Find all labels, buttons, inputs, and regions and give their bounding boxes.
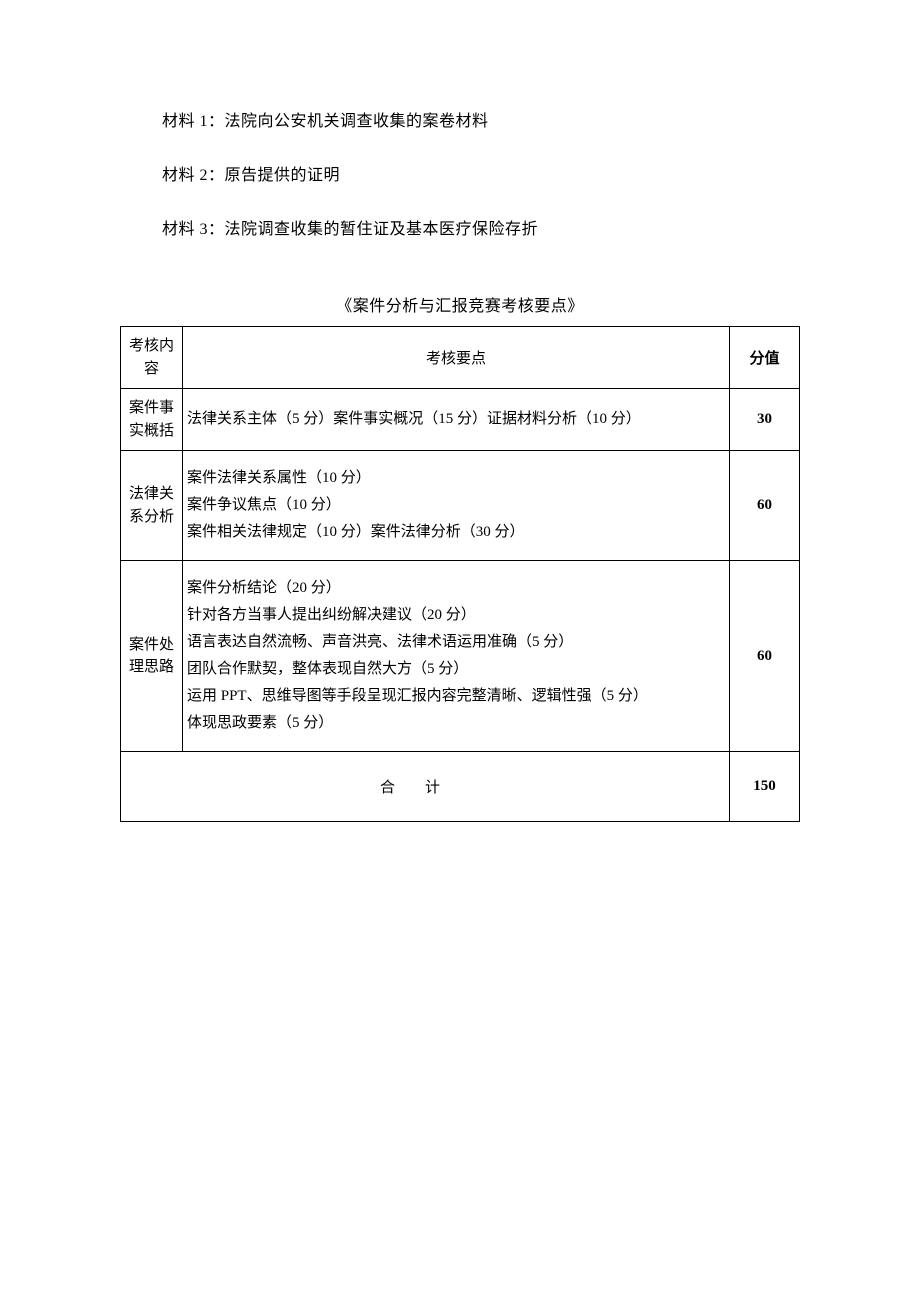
table-title: 《案件分析与汇报竞赛考核要点》 <box>120 292 800 316</box>
table-total-row: 合计 150 <box>121 752 800 822</box>
row-score: 60 <box>730 451 800 561</box>
material-item-2: 材料 2：原告提供的证明 <box>162 164 800 188</box>
row-score: 30 <box>730 389 800 451</box>
row-content: 案件分析结论（20 分） 针对各方当事人提出纠纷解决建议（20 分） 语言表达自… <box>183 561 730 752</box>
header-score: 分值 <box>730 327 800 389</box>
total-score: 150 <box>730 752 800 822</box>
material-item-1: 材料 1：法院向公安机关调查收集的案卷材料 <box>162 110 800 134</box>
assessment-table: 考核内容 考核要点 分值 案件事实概括 法律关系主体（5 分）案件事实概况（15… <box>120 326 800 822</box>
row-category: 案件处理思路 <box>121 561 183 752</box>
row-category: 案件事实概括 <box>121 389 183 451</box>
material-item-3: 材料 3：法院调查收集的暂住证及基本医疗保险存折 <box>162 218 800 242</box>
row-content: 法律关系主体（5 分）案件事实概况（15 分）证据材料分析（10 分） <box>183 389 730 451</box>
row-score: 60 <box>730 561 800 752</box>
header-content: 考核要点 <box>183 327 730 389</box>
row-category: 法律关系分析 <box>121 451 183 561</box>
table-row: 案件事实概括 法律关系主体（5 分）案件事实概况（15 分）证据材料分析（10 … <box>121 389 800 451</box>
material-list: 材料 1：法院向公安机关调查收集的案卷材料 材料 2：原告提供的证明 材料 3：… <box>162 110 800 242</box>
table-row: 法律关系分析 案件法律关系属性（10 分） 案件争议焦点（10 分） 案件相关法… <box>121 451 800 561</box>
header-category: 考核内容 <box>121 327 183 389</box>
row-content: 案件法律关系属性（10 分） 案件争议焦点（10 分） 案件相关法律规定（10 … <box>183 451 730 561</box>
table-header-row: 考核内容 考核要点 分值 <box>121 327 800 389</box>
table-row: 案件处理思路 案件分析结论（20 分） 针对各方当事人提出纠纷解决建议（20 分… <box>121 561 800 752</box>
total-label: 合计 <box>121 752 730 822</box>
